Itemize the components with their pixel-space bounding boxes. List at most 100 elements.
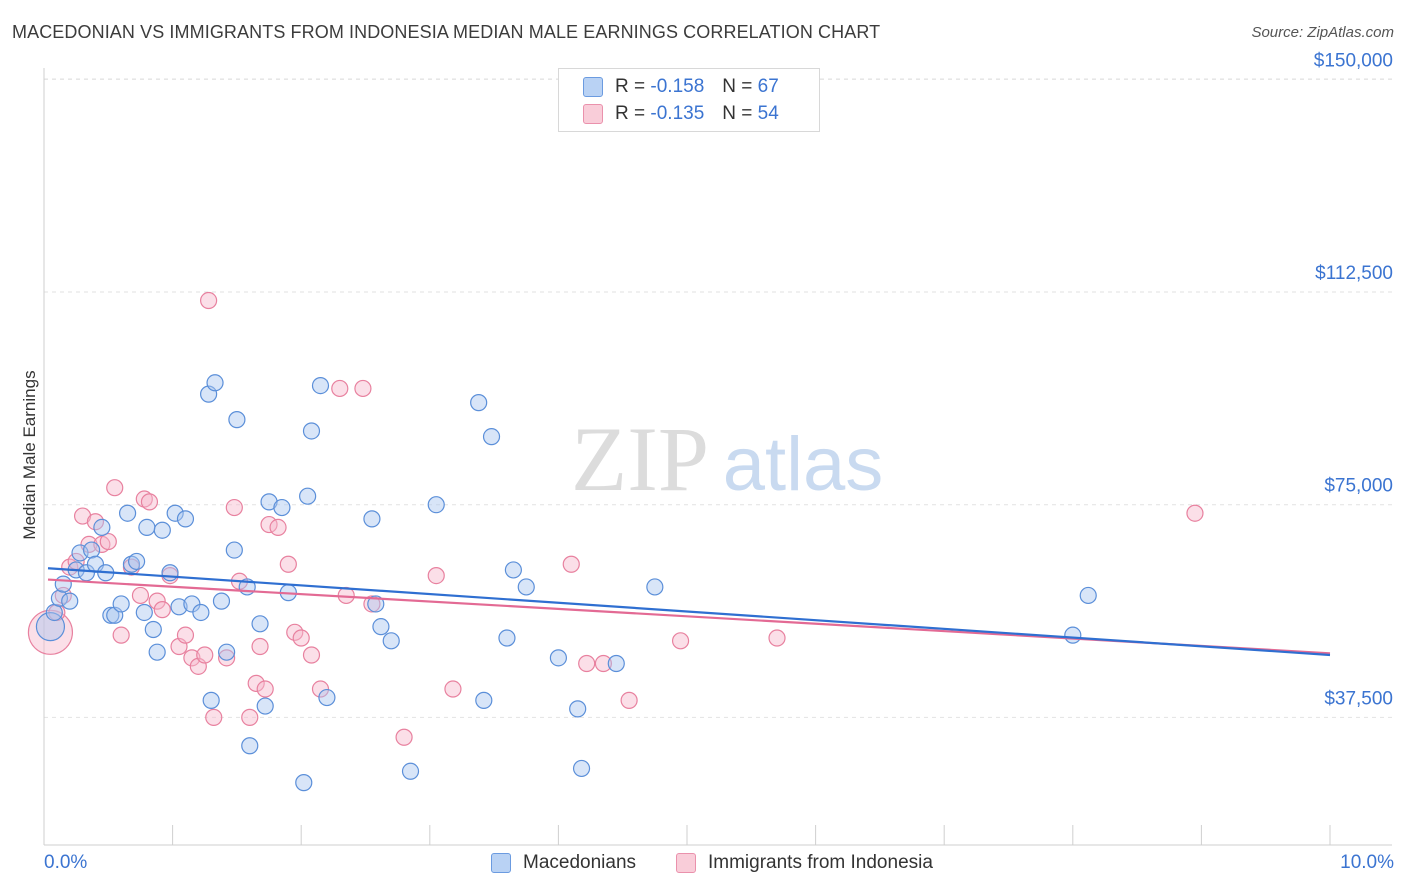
legend-swatch-pink <box>676 853 696 873</box>
point-macedonian <box>482 428 501 446</box>
point-indonesia <box>200 291 218 310</box>
point-indonesia <box>562 555 580 573</box>
y-tick-label: $150,000 <box>1314 50 1393 71</box>
point-indonesia <box>768 629 786 647</box>
point-indonesia <box>247 674 265 692</box>
legend-r-value: -0.135 <box>650 103 705 124</box>
y-tick-labels: $37,500 $75,000 $112,500 $150,000 <box>1314 50 1393 709</box>
y-tick-label: $75,000 <box>1324 476 1393 497</box>
point-indonesia <box>331 379 349 398</box>
watermark-zip: ZIP <box>571 408 709 510</box>
point-macedonian <box>122 555 141 573</box>
legend-r-label: R = <box>615 76 646 97</box>
point-macedonian <box>475 691 493 709</box>
point-macedonian <box>302 422 321 440</box>
legend-swatch-blue <box>583 77 603 97</box>
point-indonesia <box>106 479 124 497</box>
x-axis-min-label: 0.0% <box>44 852 88 873</box>
point-macedonian <box>273 498 291 517</box>
point-macedonian <box>54 575 72 593</box>
chart-title: MACEDONIAN VS IMMIGRANTS FROM INDONESIA … <box>12 22 881 42</box>
point-macedonian <box>218 643 236 661</box>
point-macedonian <box>202 691 220 709</box>
point-indonesia <box>225 498 243 517</box>
series-immigrants-from-indonesia <box>27 291 1204 746</box>
legend-swatch-pink <box>583 104 603 124</box>
point-macedonian <box>93 518 111 536</box>
point-macedonian <box>295 774 313 792</box>
trend-line-macedonians <box>47 567 1331 657</box>
trend-lines <box>47 567 1331 657</box>
point-macedonian <box>646 578 664 596</box>
point-macedonian <box>311 377 330 395</box>
legend-label-macedonians: Macedonians <box>523 852 637 873</box>
point-indonesia <box>183 649 201 667</box>
point-indonesia <box>196 646 214 664</box>
gridlines <box>44 78 1392 718</box>
point-macedonian <box>1064 626 1082 644</box>
point-macedonian <box>517 578 535 596</box>
series-macedonians <box>35 374 1097 792</box>
legend-n-label: N = <box>722 103 753 124</box>
source-credit: Source: ZipAtlas.com <box>1251 24 1394 41</box>
point-macedonian <box>607 654 625 673</box>
point-indonesia <box>363 595 381 613</box>
correlation-legend: R = -0.158 N = 67 R = -0.135 N = 54 <box>558 68 820 132</box>
point-macedonian <box>153 521 171 539</box>
point-macedonian <box>112 595 130 613</box>
point-indonesia <box>302 646 321 664</box>
legend-n-value: 54 <box>757 103 779 124</box>
legend-row-macedonians: R = -0.158 N = 67 <box>583 76 779 98</box>
legend-r-label: R = <box>615 103 646 124</box>
point-indonesia <box>135 490 153 508</box>
point-indonesia <box>354 379 372 398</box>
point-macedonian <box>470 394 488 412</box>
point-macedonian <box>367 595 385 613</box>
point-indonesia <box>444 680 462 698</box>
point-macedonian <box>135 603 153 622</box>
point-indonesia <box>176 626 195 644</box>
point-indonesia <box>131 586 150 605</box>
point-indonesia <box>594 654 613 673</box>
point-macedonian <box>148 643 166 661</box>
point-macedonian <box>372 618 390 636</box>
point-macedonian <box>318 688 336 707</box>
legend-item-indonesia[interactable]: Immigrants from Indonesia <box>676 852 933 874</box>
point-macedonian <box>192 603 210 622</box>
watermark-atlas: atlas <box>723 422 884 507</box>
point-indonesia <box>112 626 130 644</box>
point-indonesia <box>578 654 596 673</box>
y-tick-label: $37,500 <box>1324 688 1393 709</box>
point-macedonian <box>549 649 568 667</box>
point-macedonian <box>102 606 120 624</box>
point-indonesia <box>292 629 310 647</box>
point-macedonian <box>127 552 146 571</box>
point-macedonian <box>225 541 243 559</box>
point-macedonian <box>241 737 259 755</box>
x-axis-max-label: 10.0% <box>1340 852 1394 873</box>
point-macedonian <box>82 541 101 559</box>
point-macedonian <box>427 496 445 514</box>
legend-n-value: 67 <box>757 76 779 97</box>
point-indonesia <box>99 532 117 551</box>
point-macedonian <box>50 589 69 607</box>
point-indonesia <box>153 601 171 619</box>
point-indonesia <box>269 518 287 536</box>
legend-item-macedonians[interactable]: Macedonians <box>491 852 636 874</box>
point-macedonian <box>61 592 79 610</box>
point-indonesia <box>256 680 274 698</box>
point-macedonian <box>572 759 591 778</box>
point-indonesia <box>311 680 330 698</box>
point-macedonian <box>138 518 156 536</box>
point-indonesia <box>427 567 445 585</box>
legend-label-indonesia: Immigrants from Indonesia <box>708 852 933 873</box>
point-indonesia <box>1186 504 1204 522</box>
point-macedonian <box>363 510 381 528</box>
series-legend: Macedonians Immigrants from Indonesia <box>0 852 1406 876</box>
point-macedonian <box>166 504 184 522</box>
point-indonesia <box>140 493 159 511</box>
point-indonesia <box>205 708 223 726</box>
point-indonesia <box>620 691 638 709</box>
point-indonesia <box>241 708 259 726</box>
